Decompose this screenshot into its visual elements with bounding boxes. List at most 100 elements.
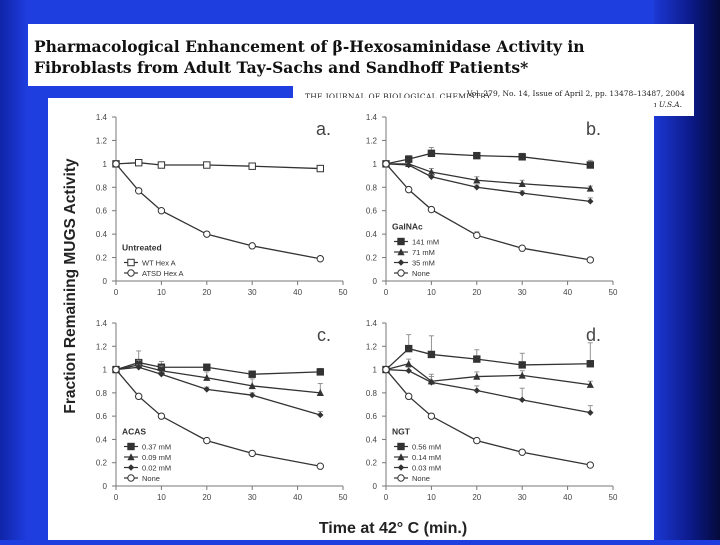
y-tick-label: 0 [373,277,378,286]
data-point [316,368,325,376]
data-point [248,242,256,250]
title-line-2: Fibroblasts from Adult Tay-Sachs and San… [34,58,529,77]
data-point [316,255,324,263]
data-point [405,392,413,401]
data-point [382,160,390,168]
x-tick-label: 0 [384,493,389,502]
data-point [473,231,481,240]
data-point [518,179,526,187]
data-point [473,355,481,363]
data-point [405,344,413,353]
legend-label: None [412,474,430,483]
y-tick-label: 0.6 [366,412,378,421]
panel-letter: b. [586,119,601,139]
y-tick-label: 0.2 [96,254,108,263]
y-tick-label: 1.2 [366,136,378,145]
y-tick-label: 1 [373,160,378,169]
data-point [157,161,166,169]
x-tick-label: 20 [202,493,211,502]
legend-label: WT Hex A [142,259,176,268]
data-point [405,359,413,367]
data-point [112,365,120,374]
series-line [115,364,321,394]
data-point [586,184,594,192]
series-0-56-mm [382,334,594,374]
panel-letter: d. [586,325,601,345]
legend-marker [397,259,405,266]
legend-marker [127,258,135,267]
data-point [135,392,143,401]
legend-marker [397,453,405,461]
x-tick-label: 50 [609,493,618,502]
data-point [112,160,120,168]
x-tick-label: 50 [609,288,618,297]
data-point [382,365,390,374]
x-tick-label: 40 [293,288,302,297]
series-line [115,369,321,467]
y-tick-label: 1.2 [96,342,108,351]
data-point [586,161,594,169]
data-point [248,449,256,458]
data-point [428,379,435,386]
legend-label: 0.56 mM [412,443,441,452]
panel-d: 0 0.2 0.4 0.6 0.8 1 1.2 1.4 0 10 20 30 40 50 d. NGT0.56… [366,319,618,502]
series-line [385,347,591,371]
series-line [115,361,321,375]
series-0-02-mm [112,364,324,419]
x-tick-label: 40 [563,493,572,502]
citation-journal: THE JOURNAL OF BIOLOGICAL CHEMISTRY [305,92,492,101]
series-line [385,363,591,386]
legend-marker [397,474,405,482]
data-point [135,187,143,195]
data-point [473,184,480,191]
x-tick-label: 20 [472,288,481,297]
x-tick-label: 30 [518,493,527,502]
figure-x-axis-label: Time at 42° C (min.) [319,520,467,537]
legend-label: 0.09 mM [142,453,171,462]
legend-marker [397,442,405,451]
x-tick-label: 0 [114,288,119,297]
series-line [385,163,591,261]
data-point [203,161,211,169]
x-tick-label: 10 [427,493,436,502]
y-tick-label: 1.2 [96,136,108,145]
data-point [157,412,166,420]
legend-label: 0.37 mM [142,443,171,452]
data-point [249,391,256,399]
panel-letter: c. [317,325,331,345]
y-tick-label: 1.4 [366,319,378,328]
data-point [518,244,526,252]
series-line [115,366,321,416]
legend-marker [127,453,135,461]
data-point [518,153,526,161]
y-tick-label: 1.4 [96,319,108,328]
data-point [317,411,324,419]
series-atsd-hex-a [112,160,324,263]
legend-marker [397,237,405,246]
x-tick-label: 0 [384,288,389,297]
data-point [518,448,526,456]
series-line [115,163,321,260]
data-point [427,412,436,420]
citation-issue: Vol. 279, No. 14, Issue of April 2, pp. … [467,89,685,98]
x-tick-label: 10 [157,493,166,502]
y-tick-label: 0.8 [96,389,108,398]
legend-label: 0.03 mM [412,464,441,473]
y-tick-label: 1.4 [96,113,108,122]
figure-panel: Fraction Remaining MUGS Activity Time at… [48,98,654,540]
x-tick-label: 0 [114,493,119,502]
series-none [112,365,324,470]
data-point [587,198,594,205]
legend-marker [397,269,405,277]
series-none [382,160,594,264]
data-point [248,382,256,390]
legend-label: None [142,474,160,483]
legend-label: 0.14 mM [412,453,441,462]
panel-a: 0 0.2 0.4 0.6 0.8 1 1.2 1.4 0 10 20 30 40 50 a. Untreat… [96,113,348,297]
data-point [586,461,594,469]
data-point [316,164,325,173]
x-tick-label: 20 [202,288,211,297]
legend-label: None [412,269,430,278]
series-141-mm [382,147,594,169]
x-tick-label: 10 [157,288,166,297]
